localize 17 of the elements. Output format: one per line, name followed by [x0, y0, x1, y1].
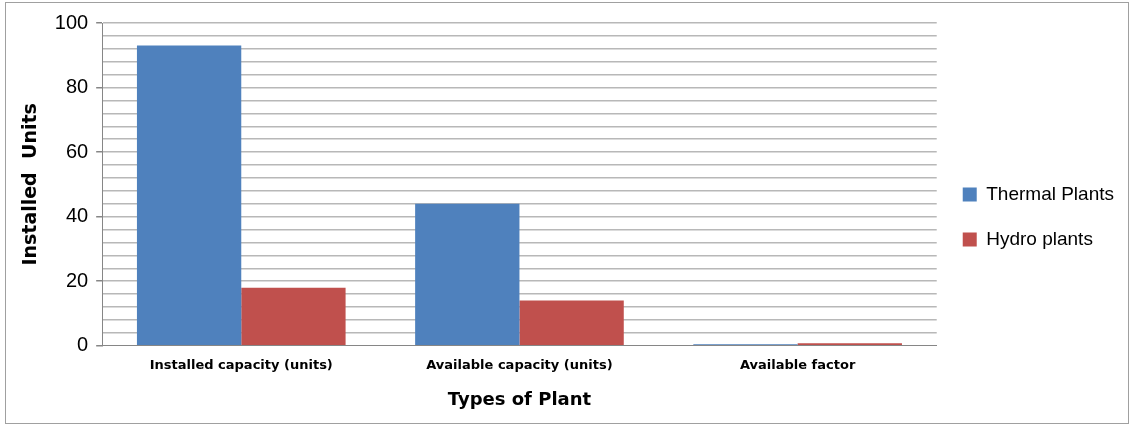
x-tick-label: Available factor — [739, 356, 856, 372]
y-tick-label: 80 — [65, 75, 89, 98]
bar — [519, 300, 624, 346]
x-tick-label: Installed capacity (units) — [149, 356, 333, 372]
bar — [136, 45, 242, 346]
y-tick-label: 20 — [65, 268, 89, 291]
x-tick-label: Available capacity (units) — [426, 356, 613, 372]
y-tick-label: 40 — [65, 204, 89, 227]
x-axis-title: Types of Plant — [447, 387, 592, 409]
y-tick-label: 100 — [54, 10, 89, 33]
legend-label: Hydro plants — [986, 227, 1093, 249]
y-tick-label: 60 — [65, 139, 89, 162]
y-axis-title: Installed Units — [18, 103, 41, 266]
bar — [241, 287, 346, 346]
bar — [415, 203, 520, 346]
legend-label: Thermal Plants — [986, 182, 1115, 204]
y-tick-label: 0 — [77, 333, 89, 356]
